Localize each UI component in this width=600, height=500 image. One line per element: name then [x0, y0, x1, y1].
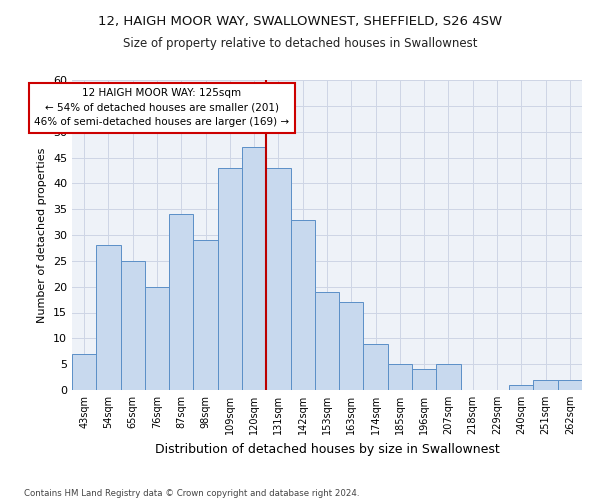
Bar [145, 286, 169, 390]
Bar [339, 302, 364, 390]
Bar [96, 246, 121, 390]
Bar [169, 214, 193, 390]
Text: Size of property relative to detached houses in Swallownest: Size of property relative to detached ho… [123, 38, 477, 51]
Bar [72, 354, 96, 390]
Bar [412, 370, 436, 390]
Bar [290, 220, 315, 390]
Y-axis label: Number of detached properties: Number of detached properties [37, 148, 47, 322]
Bar [193, 240, 218, 390]
Bar [533, 380, 558, 390]
Bar [364, 344, 388, 390]
Text: 12 HAIGH MOOR WAY: 125sqm
← 54% of detached houses are smaller (201)
46% of semi: 12 HAIGH MOOR WAY: 125sqm ← 54% of detac… [34, 88, 289, 128]
Bar [436, 364, 461, 390]
Bar [315, 292, 339, 390]
Bar [266, 168, 290, 390]
Text: Contains HM Land Registry data © Crown copyright and database right 2024.: Contains HM Land Registry data © Crown c… [24, 488, 359, 498]
Bar [388, 364, 412, 390]
Bar [121, 261, 145, 390]
Bar [242, 147, 266, 390]
Bar [509, 385, 533, 390]
Text: 12, HAIGH MOOR WAY, SWALLOWNEST, SHEFFIELD, S26 4SW: 12, HAIGH MOOR WAY, SWALLOWNEST, SHEFFIE… [98, 15, 502, 28]
Bar [558, 380, 582, 390]
Bar [218, 168, 242, 390]
X-axis label: Distribution of detached houses by size in Swallownest: Distribution of detached houses by size … [155, 442, 499, 456]
